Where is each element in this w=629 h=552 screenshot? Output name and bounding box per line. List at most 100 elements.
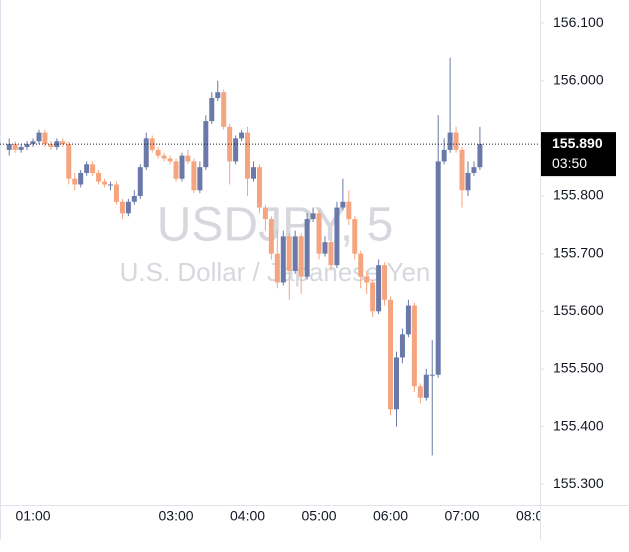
candle-body [435,161,441,375]
candle-body [227,126,233,162]
candle-body [48,144,54,148]
candle-body [30,141,36,145]
y-tick-label: 156.100 [553,14,604,30]
x-tick-label: 06:00 [373,508,408,524]
candle-body [447,132,453,150]
x-tick-label: 05:00 [302,508,337,524]
candle-body [173,161,179,179]
candle-body [42,132,48,145]
candle-body [197,167,203,191]
last-price-box [541,132,616,177]
candle-body [66,144,72,179]
candle-body [185,155,191,162]
candle-body [203,121,209,168]
candle-body [256,167,262,208]
candle-body [12,144,18,150]
candle-body [316,213,322,254]
candle-body [364,276,370,283]
candle-body [72,178,78,185]
candle-body [131,196,137,202]
candle-body [405,305,411,335]
candle-body [453,132,459,150]
candle-body [477,144,483,168]
y-tick-label: 155.300 [553,475,604,491]
candle-body [113,184,119,202]
candle-body [233,138,239,162]
candle-body [268,219,274,254]
candle-body [179,155,185,179]
candle-body [36,132,42,142]
last-price-label: 155.890 [552,135,603,151]
candle-body [24,144,30,148]
candle-body [137,167,143,197]
candle-body [358,253,364,277]
x-tick-label: 01:00 [16,508,51,524]
candle-body [125,201,131,214]
candle-body [292,236,298,271]
candle-body [328,242,334,266]
candle-body [161,155,167,159]
candle-body [239,132,245,139]
candle-body [215,92,221,99]
candle-body [471,167,477,173]
y-tick-label: 155.400 [553,417,604,433]
y-tick-label: 155.700 [553,244,604,260]
candle-body [417,386,423,398]
candle-body [102,181,108,185]
candle-body [209,98,215,122]
candle-body [78,172,84,185]
candle-body [90,164,96,173]
x-tick-label: 04:00 [230,508,265,524]
candle-body [149,138,155,150]
candle-body [429,374,435,376]
candle-body [346,201,352,220]
candle-body [423,374,429,398]
candle-body [376,265,382,312]
x-tick-label: 08:00 [516,508,551,524]
candle-body [262,207,268,220]
candle-body [221,92,227,127]
x-tick-label: 07:00 [445,508,480,524]
candle-body [393,357,399,410]
candle-body [304,219,310,277]
candle-body [322,242,328,254]
watermark: USDJPY, 5 [157,199,394,252]
candle-body [6,144,12,150]
candle-body [382,265,388,300]
x-axis: 01:00 03:00 04:00 05:00 06:00 07:00 08:00 [16,508,551,524]
candle-body [54,141,60,148]
candle-body [107,184,113,186]
candle-body [119,201,125,214]
x-tick-label: 03:00 [159,508,194,524]
candle-body [84,164,90,173]
candle-body [286,236,292,271]
candle-body [143,138,149,168]
candle-body [298,236,304,277]
candle-body [352,219,358,254]
candle-body [411,305,417,387]
candle-body [250,167,256,179]
candle-body [370,282,376,312]
countdown-label: 03:50 [552,155,587,171]
candle-body [191,161,197,191]
candle-body [465,172,471,191]
candle-body [280,236,286,283]
candle-body [334,207,340,266]
candle-body [459,149,465,191]
candle-body [274,253,280,283]
y-tick-label: 156.000 [553,71,604,87]
candle-body [18,147,24,150]
candle-body [310,213,316,220]
y-tick-label: 155.800 [553,187,604,203]
plot-area [6,57,483,456]
candle-body [60,141,66,145]
y-tick-label: 155.600 [553,302,604,318]
candle-body [245,132,251,179]
candle-body [388,299,394,410]
candle-body [340,201,346,208]
candle-body [167,158,173,162]
candle-body [441,149,447,162]
y-tick-label: 155.500 [553,360,604,376]
